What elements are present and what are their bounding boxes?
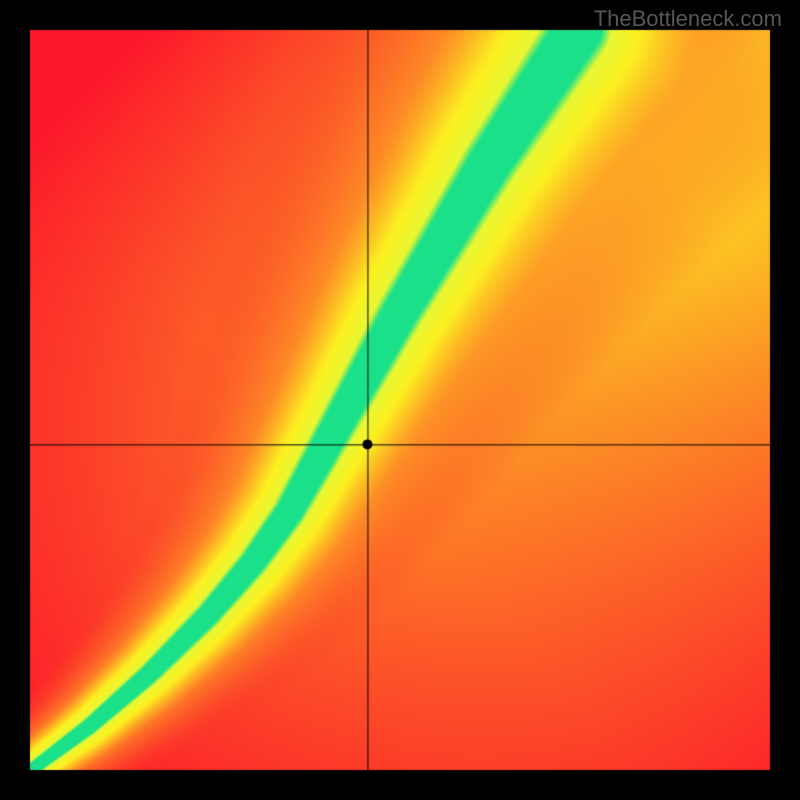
watermark-text: TheBottleneck.com [594, 6, 782, 32]
bottleneck-heatmap [0, 0, 800, 800]
